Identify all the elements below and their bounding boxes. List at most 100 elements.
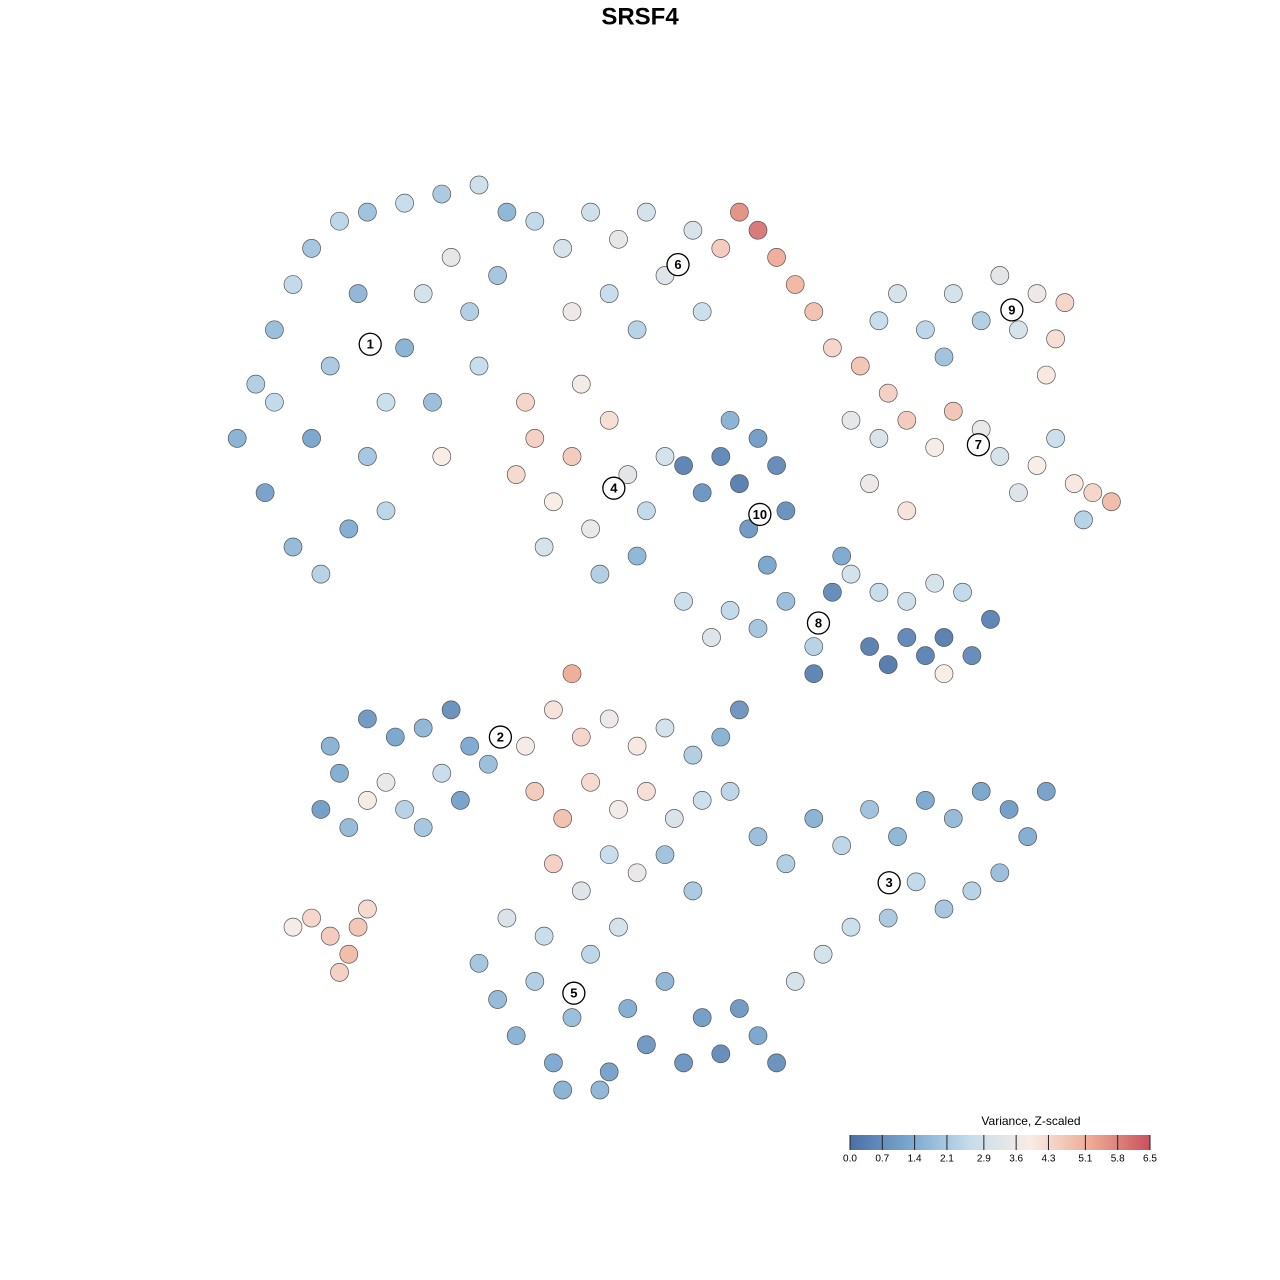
cell-point <box>358 447 377 466</box>
cell-point <box>553 1080 573 1100</box>
cluster-label-text: 8 <box>815 615 822 630</box>
cell-point <box>618 465 638 484</box>
cell-point <box>246 374 266 394</box>
cell-point <box>413 284 433 303</box>
cell-point <box>860 474 879 493</box>
colorbar-title: Variance, Z-scaled <box>981 1114 1080 1128</box>
colorbar-tick-label: 0.7 <box>875 1154 889 1165</box>
cell-point <box>832 836 852 856</box>
cell-point <box>906 872 926 892</box>
cell-point <box>544 1053 563 1073</box>
cell-point <box>637 202 656 222</box>
cell-point <box>748 220 768 240</box>
colorbar-tick-label: 6.5 <box>1143 1154 1157 1165</box>
cell-point <box>692 483 712 503</box>
colorbar-tick-label: 0.0 <box>843 1154 857 1165</box>
cell-point <box>776 854 796 874</box>
cell-point <box>562 1008 582 1027</box>
cell-point <box>804 809 824 828</box>
cell-point <box>534 537 554 557</box>
cell-point <box>339 519 359 539</box>
cell-point <box>339 818 359 837</box>
cell-point <box>562 664 582 684</box>
cell-point <box>841 564 861 584</box>
cluster-label-text: 2 <box>497 729 504 744</box>
cell-point <box>804 637 824 656</box>
cluster-label-text: 6 <box>674 257 681 272</box>
cell-point <box>395 193 414 213</box>
cell-point <box>655 845 675 865</box>
cell-point <box>478 754 498 774</box>
cell-point <box>711 447 731 466</box>
cell-point <box>943 401 963 421</box>
cell-point <box>330 763 349 783</box>
cluster-label: 6 <box>666 252 690 277</box>
cell-point <box>823 582 842 602</box>
cell-point <box>971 781 991 801</box>
cell-point <box>451 791 470 810</box>
cluster-label: 3 <box>877 871 901 895</box>
cell-point <box>562 447 582 466</box>
cell-point <box>348 917 368 937</box>
cell-point <box>581 202 600 222</box>
cell-point <box>962 646 982 665</box>
cluster-label-text: 9 <box>1008 302 1015 317</box>
cluster-label: 9 <box>1000 298 1024 322</box>
cell-point <box>432 184 452 204</box>
cell-point <box>516 392 535 412</box>
cell-point <box>227 429 247 448</box>
cell-point <box>283 917 303 937</box>
cell-point <box>655 972 675 991</box>
cell-point <box>888 284 907 303</box>
cluster-label: 5 <box>562 981 586 1005</box>
cell-point <box>330 211 349 231</box>
cell-point <box>534 926 554 946</box>
cell-point <box>1074 510 1093 530</box>
cluster-label-text: 10 <box>753 507 767 522</box>
cell-point <box>627 736 647 756</box>
cell-point <box>720 600 740 620</box>
cell-point <box>590 564 610 584</box>
cell-point <box>525 781 545 801</box>
cell-point <box>730 202 749 222</box>
cell-point <box>348 284 368 303</box>
cell-point <box>916 320 935 340</box>
cell-point <box>255 483 275 503</box>
cell-point <box>330 962 349 982</box>
cell-point <box>692 1008 712 1027</box>
cell-point <box>544 854 563 874</box>
cell-point <box>609 229 628 249</box>
cell-point <box>869 311 889 331</box>
cell-point <box>934 899 954 919</box>
cell-point <box>674 591 693 611</box>
cell-point <box>925 438 945 457</box>
cell-point <box>525 429 545 448</box>
cluster-label: 1 <box>358 332 382 356</box>
cell-point <box>897 591 917 611</box>
cell-point <box>850 356 870 376</box>
cell-point <box>1009 483 1028 503</box>
cell-point <box>711 727 731 747</box>
cell-point <box>320 356 340 376</box>
colorbar-tick-label: 2.1 <box>940 1154 954 1165</box>
cell-point <box>1036 365 1056 385</box>
cell-point <box>1027 284 1047 303</box>
cell-point <box>599 284 619 303</box>
cell-point <box>469 953 489 973</box>
cell-point <box>674 456 693 475</box>
cell-point <box>730 474 749 493</box>
cell-point <box>916 791 935 810</box>
cell-point <box>525 211 545 231</box>
cell-point <box>683 220 703 240</box>
cluster-label: 4 <box>602 476 626 500</box>
cell-point <box>934 628 954 647</box>
cell-point <box>358 791 377 810</box>
cell-point <box>562 302 582 322</box>
cell-point <box>953 582 972 602</box>
cell-point <box>265 320 284 340</box>
cell-point <box>423 392 442 412</box>
cell-point <box>897 410 917 430</box>
colorbar <box>850 1135 1150 1150</box>
cluster-label: 8 <box>806 611 831 635</box>
